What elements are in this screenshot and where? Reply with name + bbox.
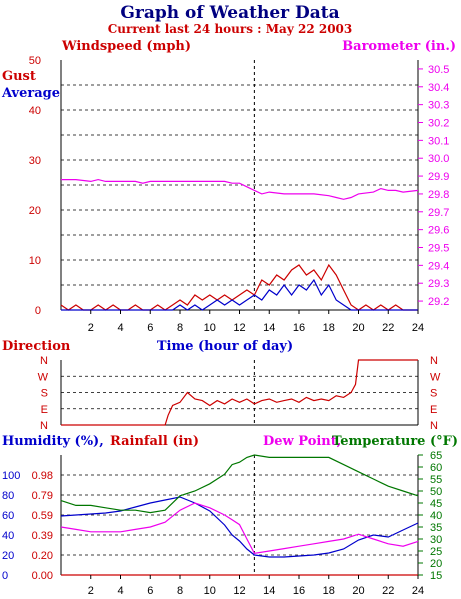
temperature-tick-label: 45: [430, 498, 442, 510]
humidity-tick-label: 80: [2, 490, 14, 502]
x-tick-label: 14: [263, 585, 275, 597]
rainfall-tick-label: 0.98: [32, 470, 53, 482]
windspeed-tick-label: 30: [29, 155, 41, 167]
direction-axis-label: Direction: [2, 339, 71, 354]
humidity-tick-label: 0: [2, 570, 8, 582]
x-tick-label: 8: [177, 322, 183, 334]
temperature-tick-label: 30: [430, 534, 442, 546]
temperature-tick-label: 50: [430, 486, 442, 498]
rainfall-tick-label: 0.59: [32, 510, 53, 522]
temperature-axis-label: Temperature (°F): [332, 434, 458, 449]
x-tick-label: 4: [117, 585, 123, 597]
direction-tick-label-right: N: [430, 420, 438, 432]
direction-tick-label-left: N: [40, 355, 48, 367]
x-tick-label: 20: [352, 585, 364, 597]
chart-subtitle: Current last 24 hours : May 22 2003: [108, 22, 353, 36]
humidity-axis-label: Humidity (%),: [2, 434, 104, 449]
chart-title: Graph of Weather Data: [120, 3, 339, 23]
x-tick-label: 20: [352, 322, 364, 334]
x-tick-label: 14: [263, 322, 275, 334]
gust-legend-label: Gust: [2, 69, 36, 84]
x-tick-label: 12: [233, 322, 245, 334]
barometer-series-line: [61, 178, 419, 200]
dewpoint-axis-label: Dew Point,: [263, 434, 341, 449]
humidity-tick-label: 20: [2, 550, 14, 562]
rainfall-tick-label: 0.20: [32, 550, 53, 562]
humidity-series-line: [60, 496, 419, 558]
barometer-tick-label: 30.1: [428, 135, 449, 147]
barometer-tick-label: 29.4: [428, 260, 449, 272]
x-tick-label: 18: [323, 322, 335, 334]
barometer-tick-label: 30.3: [428, 100, 449, 112]
barometer-tick-label: 29.5: [428, 243, 449, 255]
barometer-axis-label: Barometer (in.): [342, 39, 456, 54]
direction-tick-label-right: S: [430, 388, 437, 400]
windspeed-axis-label: Windspeed (mph): [61, 39, 191, 54]
direction-tick-label-right: W: [430, 371, 441, 383]
direction-tick-label-left: N: [40, 420, 48, 432]
windspeed-tick-label: 10: [29, 255, 41, 267]
windspeed-tick-label: 50: [29, 55, 41, 67]
average-series-line: [61, 278, 418, 311]
temperature-tick-label: 55: [430, 474, 442, 486]
temperature-tick-label: 20: [430, 558, 442, 570]
x-tick-label: 16: [293, 585, 305, 597]
barometer-tick-label: 29.2: [428, 296, 449, 308]
barometer-tick-label: 29.8: [428, 189, 449, 201]
windspeed-tick-label: 0: [35, 305, 41, 317]
barometer-tick-label: 29.3: [428, 278, 449, 290]
barometer-tick-label: 30.2: [428, 118, 449, 130]
humidity-tick-label: 100: [2, 470, 20, 482]
x-tick-label: 4: [117, 322, 123, 334]
x-tick-label: 6: [147, 322, 153, 334]
direction-tick-label-right: E: [430, 404, 437, 416]
barometer-tick-label: 30.5: [428, 64, 449, 76]
x-tick-label: 16: [293, 322, 305, 334]
rainfall-axis-label: Rainfall (in): [110, 434, 199, 449]
x-tick-label: 12: [233, 585, 245, 597]
x-tick-label: 2: [88, 322, 94, 334]
x-tick-label: 10: [204, 585, 216, 597]
x-tick-label: 18: [323, 585, 335, 597]
gust-series-line: [60, 263, 418, 311]
barometer-tick-label: 29.9: [428, 171, 449, 183]
x-tick-label: 24: [412, 585, 424, 597]
x-tick-label: 6: [147, 585, 153, 597]
temperature-tick-label: 65: [430, 450, 442, 462]
time-axis-label: Time (hour of day): [157, 339, 293, 354]
rainfall-tick-label: 0.39: [32, 530, 53, 542]
average-legend-label: Average: [1, 86, 60, 101]
barometer-tick-label: 30.4: [428, 82, 449, 94]
rainfall-tick-label: 0.79: [32, 490, 53, 502]
rainfall-tick-label: 0.00: [32, 570, 53, 582]
direction-tick-label-left: S: [41, 388, 48, 400]
x-tick-label: 8: [177, 585, 183, 597]
dewpoint-series-line: [60, 502, 419, 555]
windspeed-tick-label: 40: [29, 105, 41, 117]
temperature-tick-label: 40: [430, 510, 442, 522]
barometer-tick-label: 30.0: [428, 153, 449, 165]
temperature-tick-label: 60: [430, 462, 442, 474]
temperature-series-line: [60, 454, 419, 514]
barometer-tick-label: 29.7: [428, 207, 449, 219]
x-tick-label: 10: [204, 322, 216, 334]
x-tick-label: 24: [412, 322, 424, 334]
x-tick-label: 2: [88, 585, 94, 597]
humidity-tick-label: 60: [2, 510, 14, 522]
temperature-tick-label: 25: [430, 546, 442, 558]
direction-tick-label-left: E: [41, 404, 48, 416]
temperature-tick-label: 15: [430, 570, 442, 582]
barometer-tick-label: 29.6: [428, 225, 449, 237]
humidity-tick-label: 40: [2, 530, 14, 542]
direction-tick-label-left: W: [38, 371, 49, 383]
temperature-tick-label: 35: [430, 522, 442, 534]
x-tick-label: 22: [382, 585, 394, 597]
plot-area: 0102030405029.229.329.429.529.629.729.82…: [2, 55, 449, 597]
x-tick-label: 22: [382, 322, 394, 334]
windspeed-tick-label: 20: [29, 205, 41, 217]
direction-series-line: [61, 359, 418, 426]
direction-tick-label-right: N: [430, 355, 438, 367]
